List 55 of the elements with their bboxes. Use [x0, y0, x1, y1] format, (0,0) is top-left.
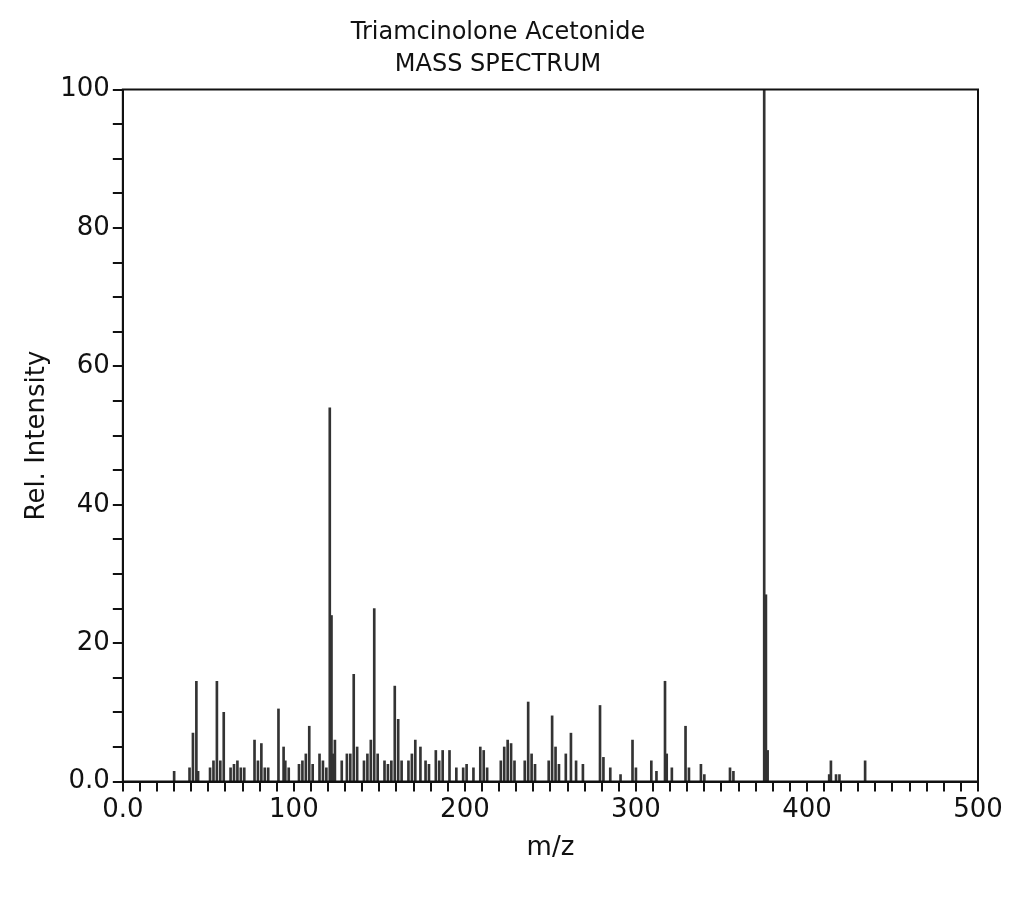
bar	[631, 739, 634, 781]
y-tick-label: 40	[76, 487, 110, 518]
bar	[253, 739, 256, 781]
bar	[732, 770, 735, 781]
bar	[564, 753, 568, 781]
bar	[448, 750, 451, 781]
bar	[506, 739, 509, 781]
bar	[482, 750, 486, 781]
y-tick-label: 0.0	[68, 764, 110, 795]
x-tick-label: 100	[269, 792, 319, 823]
bar	[352, 674, 356, 781]
x-tick-label: 0.0	[102, 792, 144, 823]
bar	[222, 712, 226, 781]
x-tick-label: 200	[440, 792, 490, 823]
x-axis-title: m/z	[526, 831, 575, 862]
bar	[465, 763, 468, 781]
bar	[229, 767, 232, 781]
bar	[372, 608, 376, 781]
chart-title: Triamcinolone Acetonide	[349, 16, 646, 45]
bar	[266, 767, 270, 781]
bar	[277, 708, 280, 781]
bar	[424, 760, 427, 781]
bar	[762, 89, 766, 781]
bar	[461, 767, 465, 781]
bar	[608, 767, 612, 781]
bar	[526, 701, 530, 781]
bar	[472, 767, 475, 781]
bar	[236, 760, 239, 781]
y-axis-title: Rel. Intensity	[20, 350, 51, 521]
bar	[413, 739, 417, 781]
bar	[434, 750, 438, 781]
bar	[655, 770, 658, 781]
bar	[619, 774, 622, 781]
bar	[838, 774, 841, 781]
bar	[441, 750, 444, 781]
y-tick-label: 80	[76, 210, 110, 241]
bar	[455, 767, 458, 781]
bar	[307, 725, 311, 781]
x-tick-label: 400	[782, 792, 832, 823]
bar	[195, 680, 198, 781]
bar	[260, 743, 263, 781]
y-tick-label: 100	[60, 72, 110, 103]
bar	[383, 760, 386, 781]
bar	[649, 760, 653, 781]
bar	[340, 760, 344, 781]
bar	[419, 746, 422, 781]
y-tick-label: 60	[76, 349, 110, 380]
x-tick-label: 500	[953, 792, 1003, 823]
bar	[684, 725, 687, 781]
chart-subtitle: MASS SPECTRUM	[394, 49, 602, 78]
bar	[478, 746, 482, 781]
bar	[393, 685, 397, 781]
y-tick-label: 20	[76, 625, 110, 656]
x-tick-label: 300	[611, 792, 661, 823]
bar	[318, 753, 321, 781]
